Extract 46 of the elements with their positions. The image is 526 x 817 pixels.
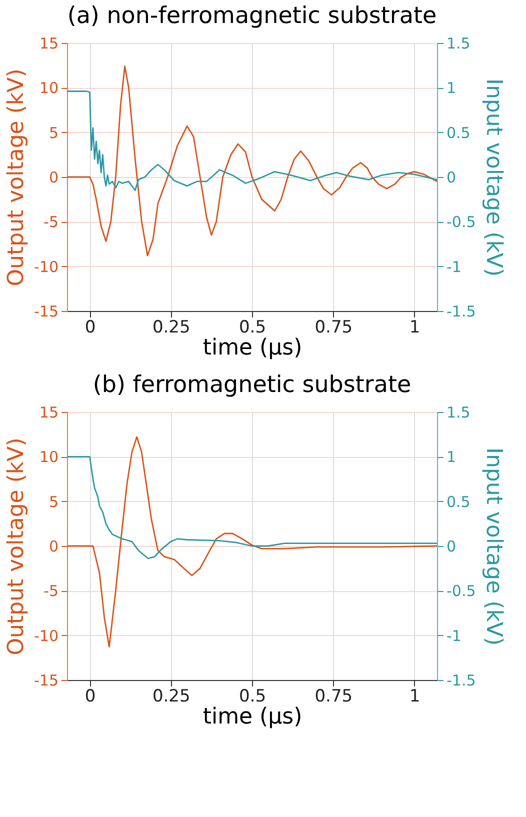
x-axis-title: time (µs) [202, 336, 302, 360]
x-tick-label: 0.25 [152, 318, 190, 338]
y-tick-label: -15 [34, 672, 58, 690]
y2-tick-label: 0 [446, 538, 456, 556]
x-tick-label: 1 [409, 686, 420, 706]
y-tick-label: -15 [34, 302, 58, 320]
y-tick-label: 10 [39, 79, 58, 98]
y-tick-label: 15 [39, 34, 58, 52]
y2-tick-label: 0.5 [446, 492, 470, 511]
y2-axis-title: Input voltage (kV) [480, 78, 506, 277]
y-tick-label: -10 [34, 258, 58, 276]
y2-tick-label: 1 [446, 448, 456, 466]
y2-tick-label: -1.5 [446, 672, 476, 690]
y2-tick-label: 0.5 [446, 124, 470, 142]
x-tick-label: 0.5 [238, 318, 266, 338]
y2-tick-label: -0.5 [446, 582, 476, 600]
x-axis-title: time (µs) [202, 704, 302, 730]
y2-tick-label: -1 [446, 626, 462, 645]
y-tick-label: -10 [34, 626, 58, 645]
y2-tick-label: -1 [446, 258, 462, 276]
y-tick-label: -5 [44, 582, 58, 600]
x-tick-label: 0.5 [238, 686, 266, 706]
y-axis-title: Output voltage (kV) [4, 438, 29, 656]
x-tick-label: 0.25 [152, 686, 190, 706]
x-tick-label: 0.75 [314, 318, 353, 338]
y-tick-label: -5 [44, 213, 58, 232]
y-tick-label: 15 [39, 404, 58, 422]
y-tick-label: 0 [48, 538, 58, 556]
x-tick-label: 1 [409, 318, 420, 338]
x-tick-label: 0.75 [314, 686, 353, 706]
y2-tick-label: 1 [446, 79, 456, 98]
y2-tick-label: 1.5 [446, 34, 470, 52]
chart-title: (a) non-ferromagnetic substrate [67, 3, 437, 29]
x-tick-label: 0 [84, 318, 96, 338]
y-tick-label: 0 [48, 168, 58, 186]
y-tick-label: 5 [48, 492, 58, 511]
chart-title: (b) ferromagnetic substrate [92, 372, 412, 398]
y2-tick-label: -0.5 [446, 213, 476, 232]
y2-tick-label: -1.5 [446, 302, 476, 320]
x-tick-label: 0 [84, 686, 96, 706]
y2-axis-title: Input voltage (kV) [480, 447, 506, 646]
y-tick-label: 10 [39, 448, 58, 466]
y2-tick-label: 0 [446, 168, 456, 186]
y-tick-label: 5 [48, 124, 58, 142]
y-axis-title: Output voltage (kV) [4, 68, 29, 286]
y2-tick-label: 1.5 [446, 404, 470, 422]
